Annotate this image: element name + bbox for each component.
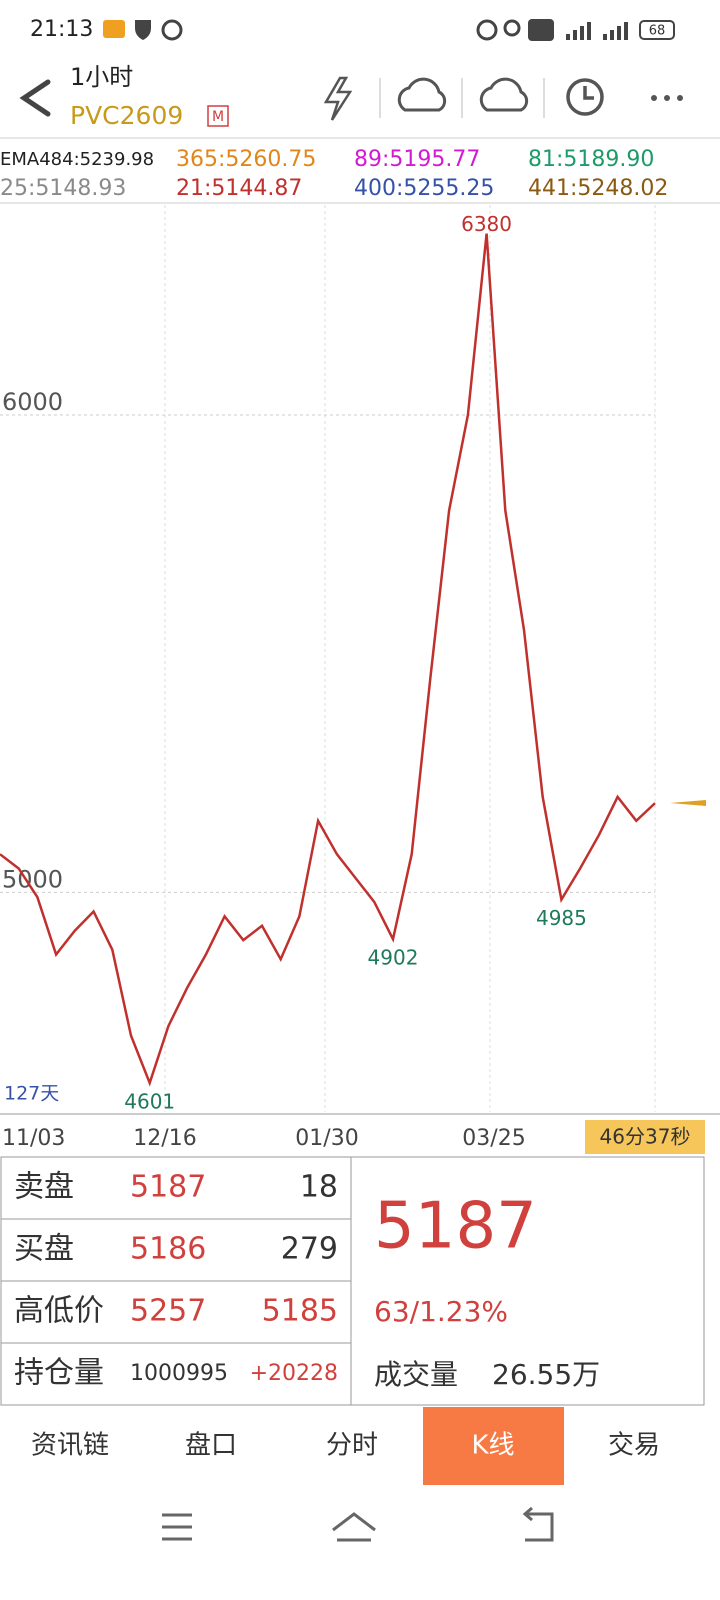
row-value: 5185 — [262, 1294, 338, 1329]
tab[interactable]: 交易 — [608, 1431, 660, 1461]
clock-hand — [583, 86, 594, 100]
period-label: 127天 — [4, 1083, 59, 1105]
status-icon — [161, 19, 183, 41]
nav-menu[interactable] — [162, 1513, 192, 1541]
x-label: 03/25 — [462, 1126, 525, 1151]
status-icon — [503, 19, 521, 37]
price-pointer — [670, 800, 706, 806]
last-price: 5187 — [374, 1190, 537, 1264]
badge: M — [212, 109, 224, 125]
status-icon — [528, 19, 554, 41]
indicator: 400:5255.25 — [354, 176, 494, 201]
row-label: 持仓量 — [14, 1356, 104, 1391]
indicator: 25:5148.93 — [0, 176, 126, 201]
indicator: 89:5195.77 — [354, 147, 480, 172]
battery-level: 68 — [649, 24, 666, 39]
row-value: 5257 — [130, 1294, 206, 1329]
indicator: EMA484:5239.98 — [0, 149, 154, 170]
tab[interactable]: K线 — [471, 1431, 514, 1461]
row-label: 卖盘 — [14, 1170, 74, 1205]
more-dot[interactable] — [651, 95, 657, 101]
tab-bar: 资讯链 盘口 分时 K线 交易 — [31, 1407, 660, 1485]
quote-table: 卖盘 5187 18 买盘 5186 279 高低价 5257 5185 持仓量 1000995 +2… — [1, 1170, 351, 1391]
extreme-label: 6380 — [461, 212, 512, 236]
clock-icon[interactable] — [566, 78, 604, 116]
x-label: 01/30 — [295, 1126, 358, 1151]
tab[interactable]: 盘口 — [185, 1431, 237, 1461]
extreme-label: 4601 — [124, 1089, 175, 1113]
indicator: 81:5189.90 — [528, 147, 654, 172]
signal-icon — [566, 22, 628, 40]
volume-label: 成交量 — [374, 1358, 458, 1391]
x-label: 12/16 — [133, 1126, 196, 1151]
cloud-icon[interactable] — [479, 77, 529, 112]
more-dot[interactable] — [664, 95, 670, 101]
extreme-label: 4985 — [536, 906, 587, 930]
row-value: 5187 — [130, 1170, 206, 1205]
row-value: 5186 — [130, 1232, 206, 1267]
row-value: 1000995 — [130, 1361, 228, 1386]
indicator-row: EMA484:5239.98 365:5260.75 89:5195.77 81:51… — [0, 147, 668, 201]
nav-back[interactable] — [522, 1506, 554, 1542]
more-dot[interactable] — [677, 95, 683, 101]
indicator: 441:5248.02 — [528, 176, 668, 201]
row-value: 279 — [281, 1232, 338, 1267]
row-label: 买盘 — [14, 1232, 74, 1267]
tab[interactable]: 分时 — [326, 1431, 378, 1461]
back-button[interactable] — [19, 79, 51, 117]
battery — [639, 20, 675, 40]
status-icon — [103, 20, 125, 38]
badge-box — [207, 105, 229, 127]
x-label: 11/03 — [2, 1126, 65, 1151]
tab-active-bg — [423, 1407, 564, 1485]
cloud-icon[interactable] — [397, 77, 447, 112]
change: 63/1.23% — [374, 1295, 508, 1328]
extreme-label: 4902 — [368, 946, 419, 970]
y-tick-label: 6000 — [2, 388, 63, 416]
flash-icon[interactable] — [323, 76, 353, 121]
status-icon — [135, 20, 151, 40]
countdown: 46分37秒 — [600, 1125, 691, 1149]
indicator: 21:5144.87 — [176, 176, 302, 201]
tab[interactable]: 资讯链 — [31, 1431, 109, 1461]
row-label: 高低价 — [14, 1294, 104, 1329]
nav-home[interactable] — [332, 1512, 376, 1542]
row-value: +20228 — [250, 1361, 338, 1386]
indicator: 365:5260.75 — [176, 147, 316, 172]
status-time: 21:13 — [30, 17, 93, 42]
countdown-box — [585, 1120, 705, 1154]
price-line — [0, 233, 656, 1087]
volume: 26.55万 — [492, 1358, 600, 1391]
status-icon — [476, 19, 498, 41]
period[interactable]: 1小时 — [70, 63, 133, 91]
row-value: 18 — [300, 1170, 338, 1205]
symbol[interactable]: PVC2609 — [70, 101, 183, 130]
